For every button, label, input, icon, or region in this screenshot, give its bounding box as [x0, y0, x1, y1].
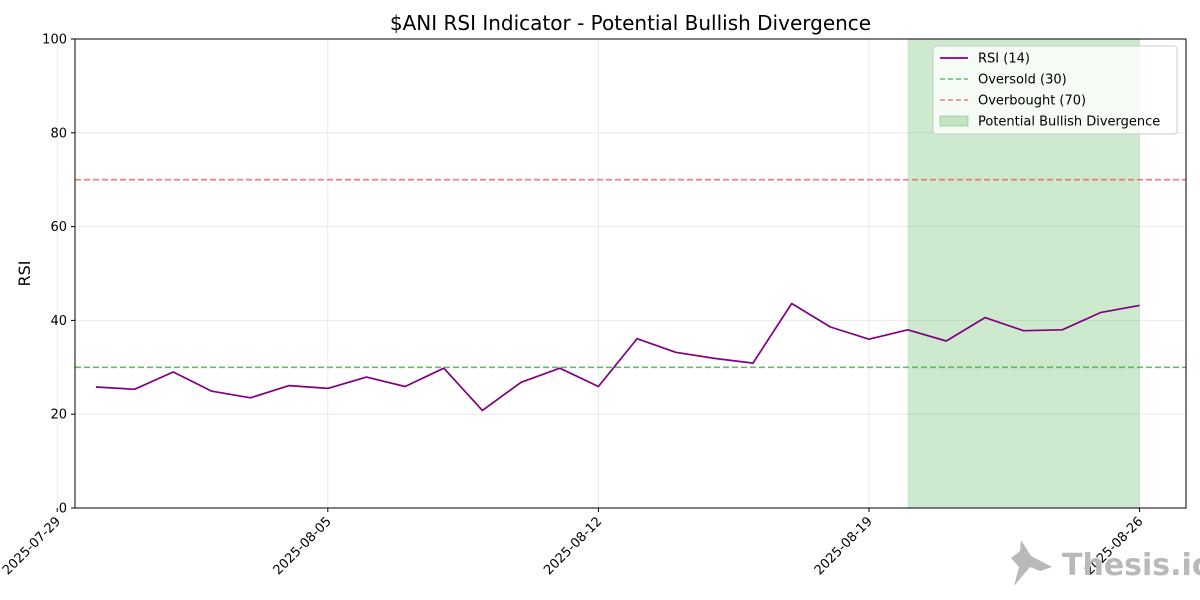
rsi-point — [675, 351, 677, 353]
rsi-point — [211, 390, 213, 392]
rsi-point — [597, 385, 599, 387]
x-tick-label: 2025-08-19 — [812, 514, 876, 578]
legend-box — [932, 45, 1178, 135]
rsi-point — [1022, 330, 1024, 332]
legend-label[interactable]: Oversold (30) — [978, 73, 1067, 88]
y-tick-label: 40 — [50, 314, 67, 329]
rsi-point — [95, 386, 97, 388]
rsi-point — [249, 397, 251, 399]
x-tick-label: 2025-08-05 — [271, 514, 335, 578]
x-tick-label: 2025-08-12 — [541, 514, 605, 578]
rsi-point — [713, 357, 715, 359]
rsi-point — [906, 329, 908, 331]
rsi-point — [945, 340, 947, 342]
rsi-point — [481, 409, 483, 411]
rsi-point — [520, 381, 522, 383]
rsi-point — [984, 316, 986, 318]
rsi-point — [443, 367, 445, 369]
rsi-point — [752, 362, 754, 364]
y-tick-label: 80 — [50, 126, 67, 141]
y-axis-label: RSI — [15, 261, 34, 287]
legend-label[interactable]: RSI (14) — [978, 52, 1030, 67]
rsi-point — [133, 388, 135, 390]
legend-label[interactable]: Potential Bullish Divergence — [978, 115, 1160, 130]
rsi-point — [288, 384, 290, 386]
rsi-point — [790, 302, 792, 304]
rsi-point — [636, 337, 638, 339]
chart-title: $ANI RSI Indicator - Potential Bullish D… — [390, 11, 871, 35]
rsi-point — [829, 326, 831, 328]
rsi-point — [868, 338, 870, 340]
x-tick-label: 2025-07-29 — [0, 514, 64, 578]
threshold-lines — [75, 178, 1186, 369]
watermark-text: Thesis.io — [1062, 548, 1200, 583]
watermark: Thesis.io — [1011, 540, 1200, 586]
rsi-point — [1100, 311, 1102, 313]
y-tick-label: 0 — [59, 502, 67, 517]
rsi-point — [365, 376, 367, 378]
y-tick-label: 60 — [50, 220, 67, 235]
wolf-logo-icon — [1011, 540, 1052, 586]
rsi-point — [1138, 304, 1140, 306]
y-tick-label: 20 — [50, 408, 67, 423]
legend[interactable]: RSI (14) Oversold (30) Overbought (70) Pote… — [932, 45, 1178, 135]
series-lines — [95, 302, 1140, 412]
plot-frame — [74, 38, 1187, 509]
rsi-point — [404, 385, 406, 387]
rsi-point — [172, 371, 174, 373]
rsi-point — [327, 387, 329, 389]
y-axis: 0 20 40 60 80 100 — [42, 33, 75, 517]
rsi-point — [559, 367, 561, 369]
rsi-point — [1061, 329, 1063, 331]
legend-swatch-span — [939, 115, 969, 127]
x-axis: 2025-07-29 2025-08-05 2025-08-12 2025-08-19… — [0, 508, 1146, 578]
y-tick-label: 100 — [42, 33, 67, 48]
rsi-line — [95, 302, 1140, 412]
legend-label[interactable]: Overbought (70) — [978, 94, 1086, 109]
